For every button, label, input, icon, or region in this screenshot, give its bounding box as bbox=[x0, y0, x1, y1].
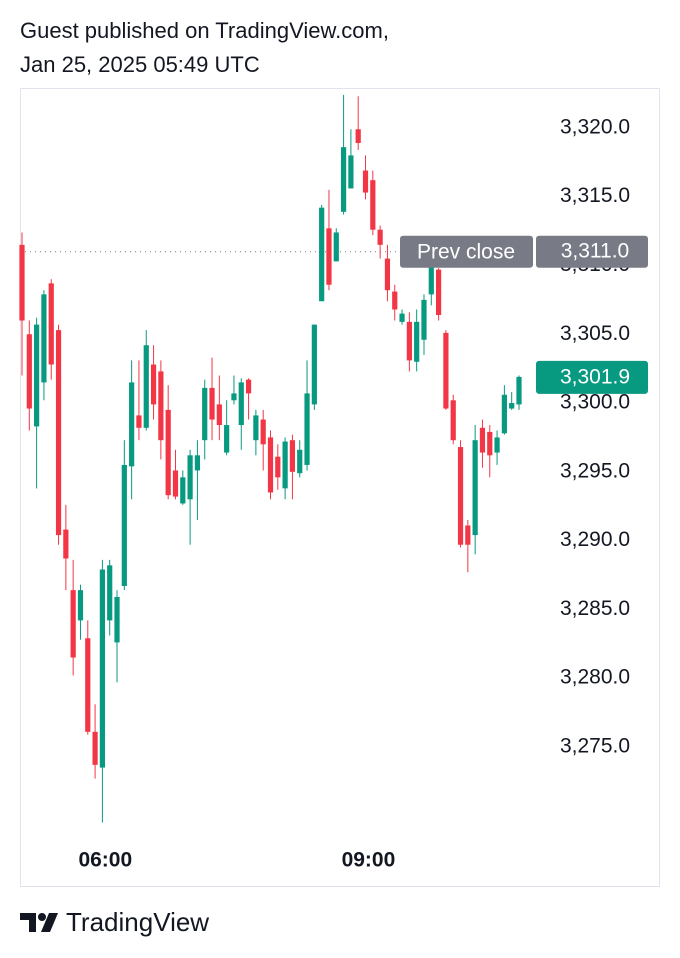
candle-body bbox=[172, 470, 179, 497]
candle-body bbox=[348, 155, 354, 189]
candle-body bbox=[48, 283, 54, 365]
candle-body bbox=[275, 456, 281, 478]
candle-body bbox=[436, 269, 442, 315]
candle-body bbox=[92, 731, 98, 765]
candle-body bbox=[245, 379, 252, 394]
candle-body bbox=[165, 409, 171, 496]
candle-body bbox=[216, 404, 222, 426]
y-tick-label: 3,305.0 bbox=[560, 322, 630, 345]
candle-body bbox=[19, 244, 25, 321]
candle-body bbox=[231, 393, 237, 401]
logo-slash bbox=[41, 913, 58, 932]
candle-body bbox=[479, 427, 486, 453]
candle-body bbox=[121, 464, 127, 586]
candle-body bbox=[297, 449, 303, 474]
candle-body bbox=[224, 425, 230, 453]
prev-close-tag bbox=[400, 235, 533, 268]
logo-mark bbox=[20, 913, 36, 932]
candle-body bbox=[41, 294, 47, 383]
candle-body bbox=[355, 129, 361, 144]
logo-dot bbox=[38, 913, 46, 921]
last-price-tag bbox=[536, 360, 648, 394]
x-tick-label: 09:00 bbox=[342, 849, 396, 872]
candle-body bbox=[70, 590, 76, 658]
brand: TradingView bbox=[66, 907, 209, 937]
candle-body bbox=[63, 529, 69, 559]
candle-body bbox=[406, 321, 412, 361]
candle-body bbox=[129, 382, 135, 467]
candle-body bbox=[414, 321, 420, 362]
candle-body bbox=[85, 638, 91, 732]
candle-body bbox=[143, 345, 149, 428]
candle-body bbox=[180, 477, 186, 504]
y-tick-label: 3,290.0 bbox=[560, 528, 630, 551]
candle-body bbox=[55, 330, 62, 536]
candle-body bbox=[362, 170, 369, 193]
publisher-line: Guest published on TradingView.com, bbox=[20, 18, 389, 43]
candle-body bbox=[319, 207, 325, 302]
candle-body bbox=[253, 415, 259, 441]
candle-body bbox=[428, 265, 434, 295]
candle-body bbox=[340, 147, 347, 212]
y-tick-label: 3,285.0 bbox=[560, 597, 630, 620]
candle-body bbox=[509, 403, 515, 409]
prev-close-value-tag bbox=[536, 235, 648, 268]
candle-body bbox=[304, 393, 310, 465]
candle-body bbox=[465, 525, 471, 545]
candle-body bbox=[326, 228, 332, 285]
y-tick-label: 3,300.0 bbox=[560, 391, 630, 414]
candle-body bbox=[194, 455, 201, 471]
candle-body bbox=[399, 313, 405, 322]
candle-body bbox=[377, 229, 383, 245]
candle-body bbox=[370, 180, 376, 230]
candle-body bbox=[158, 371, 164, 441]
candle-body bbox=[209, 387, 215, 420]
candle-body bbox=[77, 590, 84, 621]
candle-body bbox=[472, 440, 478, 536]
candle-body bbox=[107, 565, 113, 621]
last-price-value: 3,301.9 bbox=[560, 365, 630, 388]
candle-body bbox=[99, 569, 105, 768]
y-tick-label: 3,295.0 bbox=[560, 459, 630, 482]
candle-body bbox=[150, 364, 157, 405]
logo bbox=[20, 913, 58, 932]
candle-body bbox=[443, 332, 449, 409]
candle-body bbox=[282, 441, 288, 489]
candle-body bbox=[187, 455, 193, 500]
candle-body bbox=[392, 291, 398, 310]
candle-body bbox=[487, 431, 493, 456]
candle-body bbox=[384, 258, 391, 291]
candle-body bbox=[450, 400, 456, 441]
candle-body bbox=[34, 324, 40, 427]
y-tick-label: 3,275.0 bbox=[560, 735, 630, 758]
chart-frame bbox=[20, 88, 660, 887]
candle-body bbox=[238, 382, 244, 426]
y-tick-label: 3,320.0 bbox=[560, 115, 630, 138]
candle-body bbox=[26, 334, 32, 409]
candle-body bbox=[311, 324, 317, 405]
candle-body bbox=[289, 440, 296, 472]
plot: 3,275.0 3,280.0 3,285.0 3,290.0 3,295.0 3,300… bbox=[19, 94, 648, 872]
candle-body bbox=[136, 415, 142, 428]
candle-body bbox=[421, 299, 427, 340]
candle-body bbox=[260, 419, 266, 445]
y-tick-label: 3,280.0 bbox=[560, 666, 630, 689]
candle-body bbox=[457, 447, 464, 545]
candle-body bbox=[333, 232, 339, 262]
candle-body bbox=[202, 387, 208, 441]
candle-body bbox=[114, 597, 120, 643]
publish-date: Jan 25, 2025 05:49 UTC bbox=[20, 52, 260, 77]
prev-close-value: 3,311.0 bbox=[561, 239, 630, 262]
x-tick-label: 06:00 bbox=[78, 849, 132, 872]
candle-body bbox=[501, 394, 507, 434]
candle-body bbox=[494, 437, 500, 453]
prev-close-label: Prev close bbox=[417, 240, 515, 263]
y-tick-label: 3,315.0 bbox=[560, 184, 630, 207]
candle-body bbox=[516, 376, 522, 405]
candle-body bbox=[267, 437, 274, 493]
